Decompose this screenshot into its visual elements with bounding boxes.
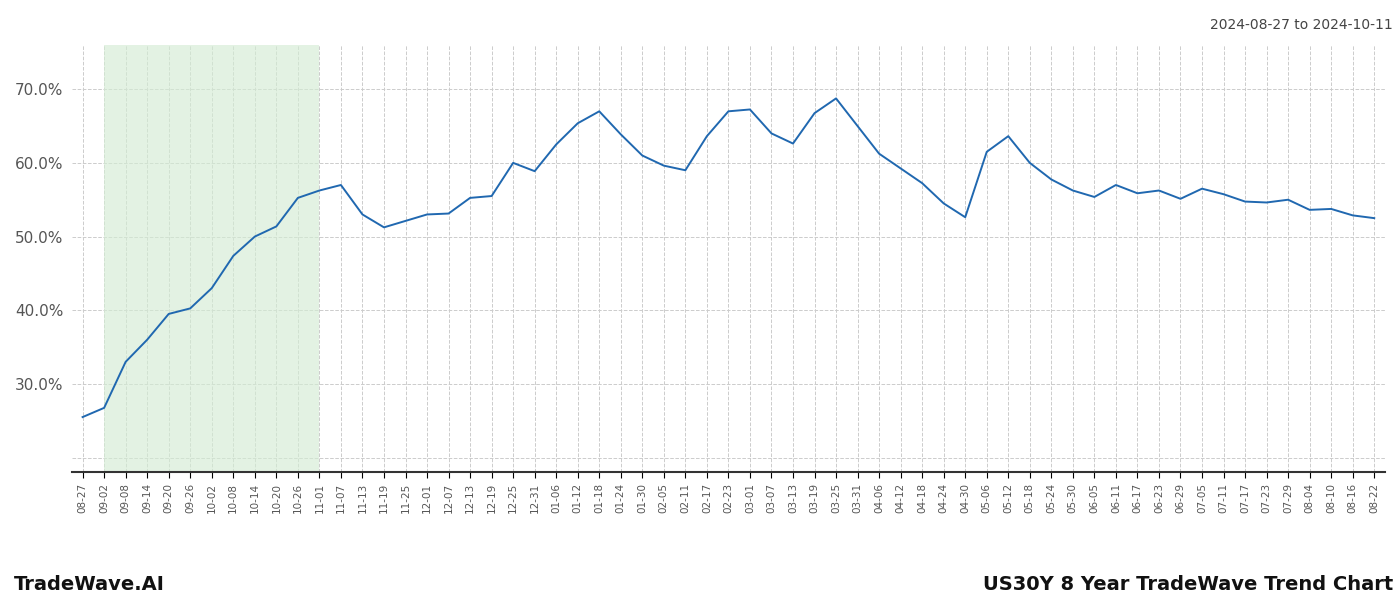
Text: TradeWave.AI: TradeWave.AI: [14, 575, 165, 594]
Text: 2024-08-27 to 2024-10-11: 2024-08-27 to 2024-10-11: [1210, 18, 1393, 32]
Text: US30Y 8 Year TradeWave Trend Chart: US30Y 8 Year TradeWave Trend Chart: [983, 575, 1393, 594]
Bar: [104, 45, 319, 472]
